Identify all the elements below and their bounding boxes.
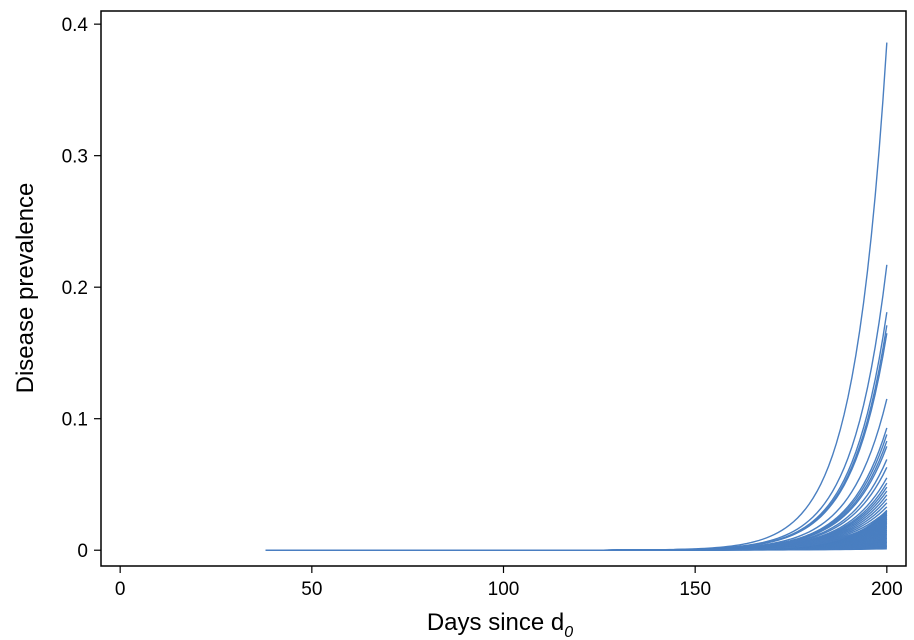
series-line	[265, 459, 888, 551]
x-tick-label: 100	[488, 579, 520, 600]
y-tick-label: 0.3	[62, 147, 88, 168]
y-tick-label: 0.2	[62, 278, 88, 299]
y-tick-label: 0.4	[62, 15, 89, 36]
x-tick-label: 200	[871, 579, 903, 600]
series-layer	[265, 42, 888, 551]
y-axis-title: Disease prevalence	[12, 183, 39, 394]
series-line	[265, 398, 888, 551]
x-tick-label: 50	[301, 579, 322, 600]
x-axis-title-subscript: 0	[564, 624, 573, 640]
x-axis-title-text: Days since d	[427, 609, 564, 636]
series-line	[265, 264, 888, 551]
series-line	[265, 42, 888, 551]
x-axis: 0 50 100 150 200	[115, 566, 903, 600]
y-tick-label: 0	[77, 541, 88, 562]
x-tick-label: 0	[115, 579, 126, 600]
series-line	[265, 312, 888, 551]
y-axis: 0 0.1 0.2 0.3 0.4	[62, 15, 101, 562]
series-line	[265, 521, 888, 551]
plot-frame	[100, 10, 907, 567]
x-tick-label: 150	[679, 579, 711, 600]
series-line	[265, 325, 888, 551]
series-line	[265, 333, 888, 551]
series-line	[265, 509, 888, 551]
x-axis-title: Days since d0	[427, 609, 573, 640]
y-tick-label: 0.1	[62, 410, 88, 431]
